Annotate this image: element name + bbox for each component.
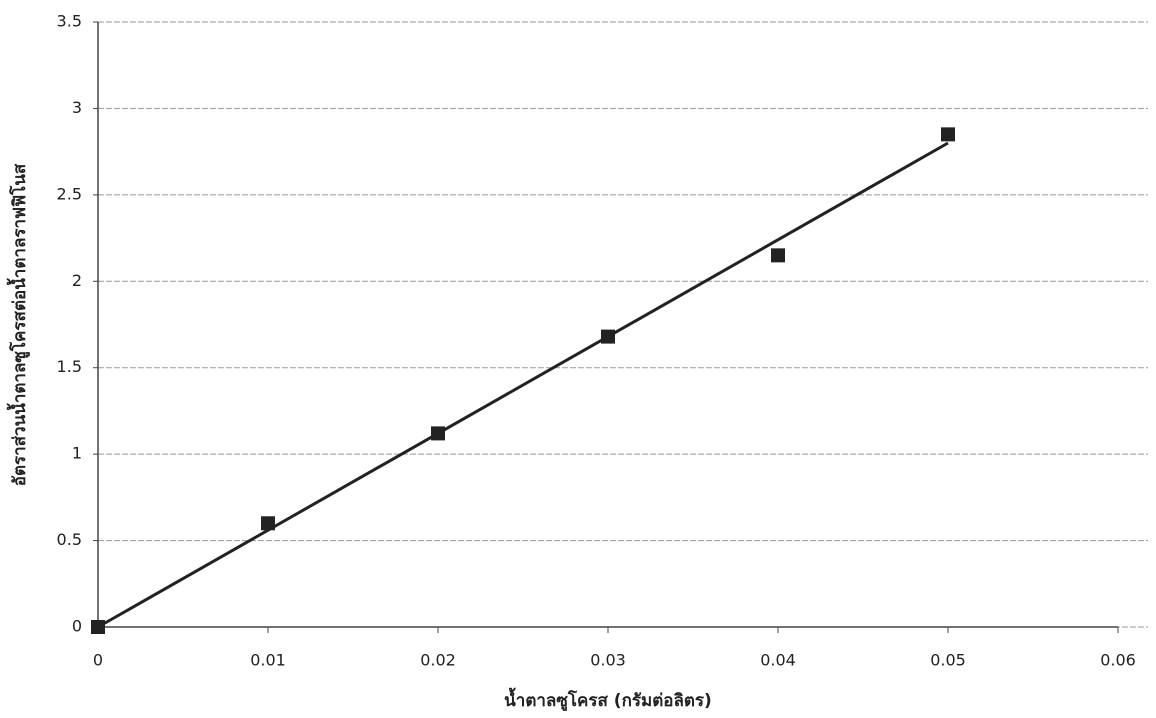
x-tick-label: 0.06 (1100, 651, 1136, 670)
marker (91, 620, 105, 634)
marker (941, 127, 955, 142)
y-tick-label: 3 (72, 98, 82, 117)
y-tick-label: 1.5 (57, 357, 82, 376)
marker (601, 329, 615, 344)
marker (771, 248, 785, 263)
y-axis-title: อัตราส่วนน้ำตาลซูโครสต่อน้ำตาลราฟฟิโนส (6, 163, 31, 486)
y-tick-label: 2.5 (57, 184, 82, 203)
trendline (97, 141, 949, 629)
y-tick-label: 0.5 (57, 530, 82, 549)
x-tick-label: 0.01 (250, 651, 286, 670)
x-tick-label: 0.05 (930, 651, 966, 670)
y-tick-label: 3.5 (57, 12, 82, 31)
y-tick-label: 1 (72, 444, 82, 463)
x-tick-label: 0.02 (420, 651, 456, 670)
x-axis-title: น้ำตาลซูโครส (กรัมต่อลิตร) (504, 687, 712, 712)
marker (261, 516, 275, 531)
x-tick-label: 0.03 (590, 651, 626, 670)
marker (431, 426, 445, 441)
y-tick-label: 2 (72, 271, 82, 290)
y-tick-label: 0 (72, 617, 82, 636)
x-tick-label: 0 (93, 651, 103, 670)
x-tick-label: 0.04 (760, 651, 796, 670)
